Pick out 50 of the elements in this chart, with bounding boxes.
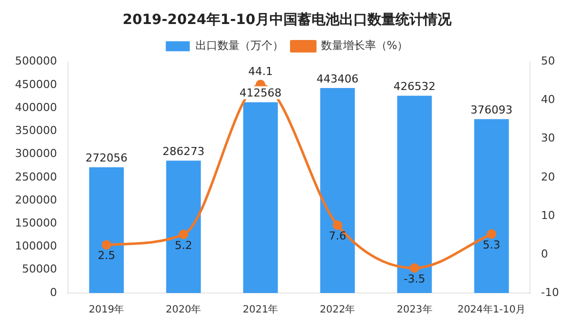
legend-label: 出口数量（万个） (195, 39, 284, 52)
chart-title: 2019-2024年1-10月中国蓄电池出口数量统计情况 (122, 11, 452, 28)
data-label: 272056 (85, 152, 128, 165)
data-label: 426532 (394, 80, 436, 94)
bar (320, 88, 355, 293)
bar (474, 119, 509, 293)
legend-label: 数量增长率（%） (320, 39, 408, 52)
data-label: 412568 (240, 86, 282, 100)
y-tick-label: 100000 (14, 240, 57, 253)
bar (89, 167, 124, 293)
bar (397, 96, 432, 293)
x-tick-label: 2022年 (320, 304, 356, 316)
x-tick-label: 2019年 (88, 304, 124, 316)
data-label: 5.3 (482, 238, 500, 252)
y-tick-label: 350000 (14, 124, 57, 138)
data-label: -3.5 (404, 272, 426, 286)
x-tick-label: 2020年 (166, 304, 202, 316)
y-tick-label: 450000 (14, 78, 57, 91)
data-label: 7.6 (328, 230, 346, 243)
bar (243, 102, 278, 293)
y-tick-label: 250000 (14, 170, 57, 184)
data-label: 443406 (316, 72, 359, 86)
point (332, 220, 342, 230)
y-tick-label: 200000 (14, 193, 57, 206)
y-tick-label: 500000 (14, 54, 57, 68)
bar (166, 160, 201, 293)
data-label: 376093 (470, 103, 513, 116)
y2-tick-label: 50 (541, 54, 556, 68)
x-tick-label: 2023年 (396, 304, 432, 316)
y-tick-label: 0 (50, 286, 57, 299)
y2-tick-label: 20 (541, 170, 556, 184)
y2-tick-label: -10 (541, 286, 559, 299)
y2-tick-label: 10 (541, 208, 556, 222)
data-label: 44.1 (248, 64, 273, 78)
y2-tick-label: 30 (541, 132, 556, 145)
point (486, 229, 496, 239)
x-tick-label: 2024年1-10月 (457, 304, 526, 316)
y2-tick-label: 0 (541, 247, 548, 260)
y-tick-label: 300000 (14, 147, 57, 160)
y-tick-label: 400000 (14, 100, 57, 114)
data-label: 2.5 (98, 249, 116, 262)
y-tick-label: 50000 (22, 262, 57, 276)
x-tick-label: 2021年 (242, 304, 278, 316)
data-label: 286273 (162, 144, 204, 158)
y-tick-label: 150000 (14, 216, 57, 230)
point (410, 263, 420, 273)
y2-tick-label: 40 (541, 93, 556, 106)
data-label: 5.2 (174, 238, 192, 252)
point (102, 240, 112, 250)
point (178, 230, 188, 240)
